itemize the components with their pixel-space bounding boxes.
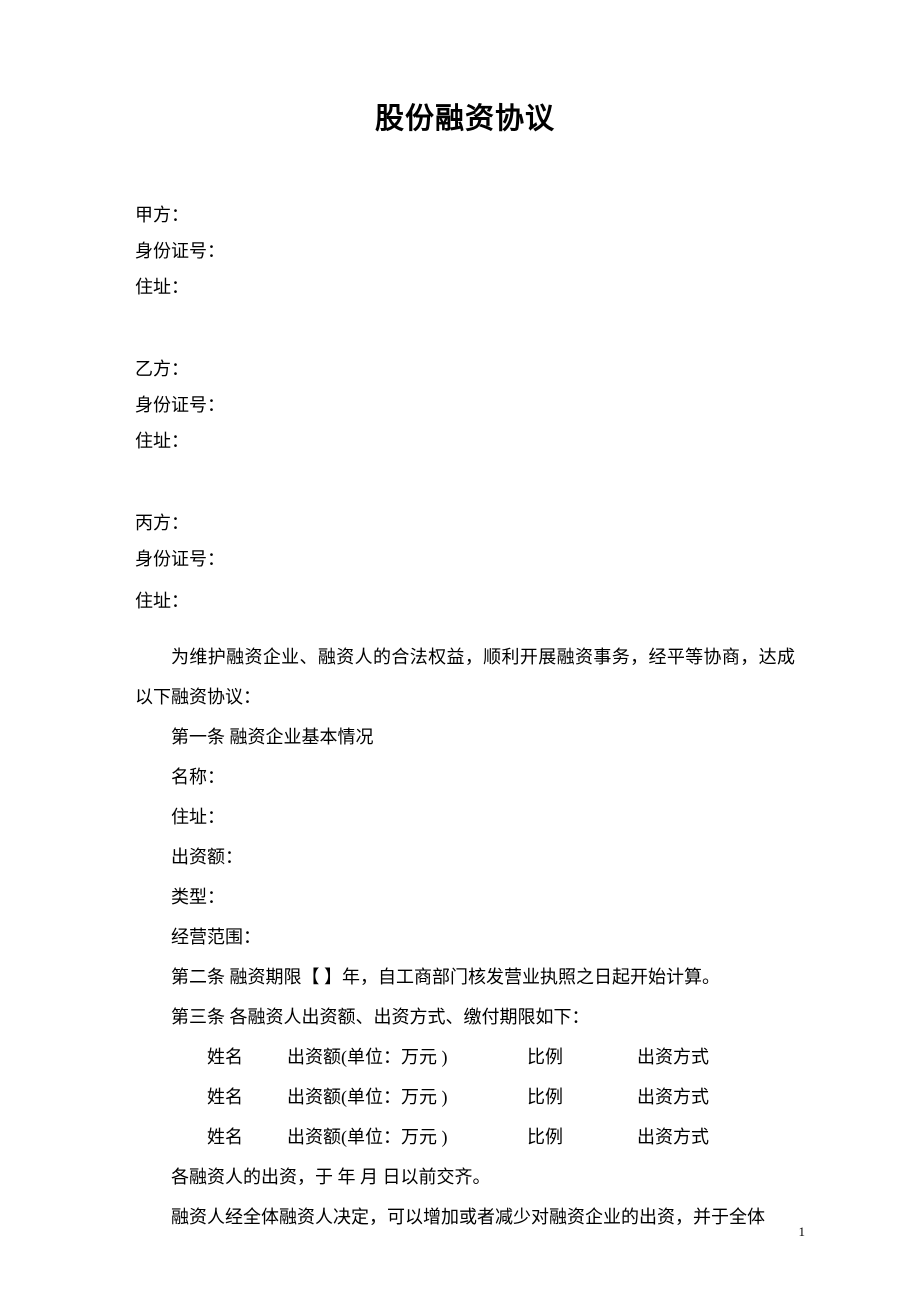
party-b-label: 乙方： (135, 351, 795, 387)
article-1: 第一条 融资企业基本情况 (135, 717, 795, 757)
row-col-name: 姓名 (171, 1077, 251, 1117)
article-3-title: 第三条 (171, 1007, 225, 1027)
row-col-ratio: 比例 (491, 1117, 601, 1157)
article-3-text: 各融资人出资额、出资方式、缴付期限如下： (225, 1007, 590, 1027)
article-3: 第三条 各融资人出资额、出资方式、缴付期限如下： (135, 997, 795, 1037)
row-col-name: 姓名 (171, 1037, 251, 1077)
party-a-id: 身份证号： (135, 233, 795, 269)
table-row: 姓名出资额(单位：万元 )比例出资方式 (135, 1037, 795, 1077)
party-a-block: 甲方： 身份证号： 住址： (135, 197, 795, 305)
party-b-block: 乙方： 身份证号： 住址： (135, 351, 795, 459)
row-col-amount: 出资额(单位：万元 ) (251, 1117, 491, 1157)
field-scope: 经营范围： (135, 917, 795, 957)
row-col-amount: 出资额(单位：万元 ) (251, 1077, 491, 1117)
deadline-line: 各融资人的出资，于 年 月 日以前交齐。 (135, 1157, 795, 1197)
document-title: 股份融资协议 (135, 95, 795, 137)
field-type: 类型： (135, 877, 795, 917)
field-name: 名称： (135, 757, 795, 797)
row-col-name: 姓名 (171, 1117, 251, 1157)
row-col-method: 出资方式 (601, 1037, 709, 1077)
party-b-addr: 住址： (135, 423, 795, 459)
party-a-label: 甲方： (135, 197, 795, 233)
field-amount: 出资额： (135, 837, 795, 877)
party-c-label: 丙方： (135, 505, 795, 541)
row-col-ratio: 比例 (491, 1037, 601, 1077)
article-1-title: 第一条 (171, 727, 225, 747)
party-b-id: 身份证号： (135, 387, 795, 423)
article-2: 第二条 融资期限【 】年，自工商部门核发营业执照之日起开始计算。 (135, 957, 795, 997)
article-2-title: 第二条 (171, 967, 225, 987)
continuation-line: 融资人经全体融资人决定，可以增加或者减少对融资企业的出资，并于全体 (135, 1197, 795, 1237)
field-addr: 住址： (135, 797, 795, 837)
party-a-addr: 住址： (135, 269, 795, 305)
row-col-amount: 出资额(单位：万元 ) (251, 1037, 491, 1077)
row-col-ratio: 比例 (491, 1077, 601, 1117)
row-col-method: 出资方式 (601, 1117, 709, 1157)
table-row: 姓名出资额(单位：万元 )比例出资方式 (135, 1077, 795, 1117)
intro-paragraph: 为维护融资企业、融资人的合法权益，顺利开展融资事务，经平等协商，达成以下融资协议… (135, 637, 795, 717)
article-2-text: 融资期限【 】年，自工商部门核发营业执照之日起开始计算。 (225, 967, 720, 987)
party-c-id: 身份证号： (135, 541, 795, 577)
row-col-method: 出资方式 (601, 1077, 709, 1117)
party-c-block: 丙方： 身份证号： 住址： (135, 505, 795, 625)
party-c-addr: 住址： (135, 577, 795, 625)
table-row: 姓名出资额(单位：万元 )比例出资方式 (135, 1117, 795, 1157)
article-1-text: 融资企业基本情况 (225, 727, 374, 747)
page-number: 1 (799, 1224, 806, 1240)
